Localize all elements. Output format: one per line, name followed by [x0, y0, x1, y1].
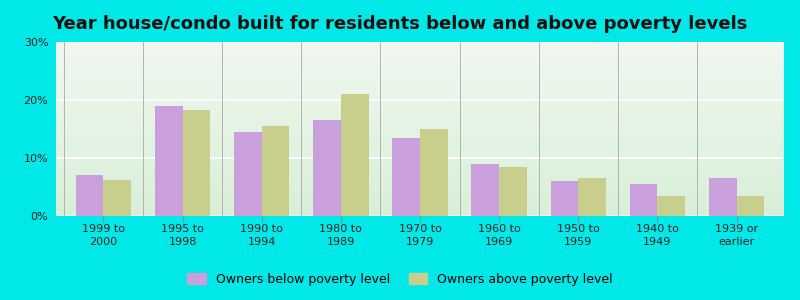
Bar: [709, 178, 737, 216]
Bar: [76, 176, 103, 216]
Bar: [313, 120, 341, 216]
Bar: [392, 138, 420, 216]
Bar: [103, 180, 131, 216]
Bar: [471, 164, 499, 216]
Bar: [737, 196, 764, 216]
Bar: [630, 184, 658, 216]
Bar: [550, 181, 578, 216]
Legend: Owners below poverty level, Owners above poverty level: Owners below poverty level, Owners above…: [182, 268, 618, 291]
Bar: [578, 178, 606, 216]
Bar: [234, 132, 262, 216]
Bar: [155, 106, 182, 216]
Text: Year house/condo built for residents below and above poverty levels: Year house/condo built for residents bel…: [52, 15, 748, 33]
Bar: [658, 196, 685, 216]
Bar: [262, 126, 290, 216]
Bar: [341, 94, 369, 216]
Bar: [182, 110, 210, 216]
Bar: [499, 167, 527, 216]
Bar: [420, 129, 448, 216]
